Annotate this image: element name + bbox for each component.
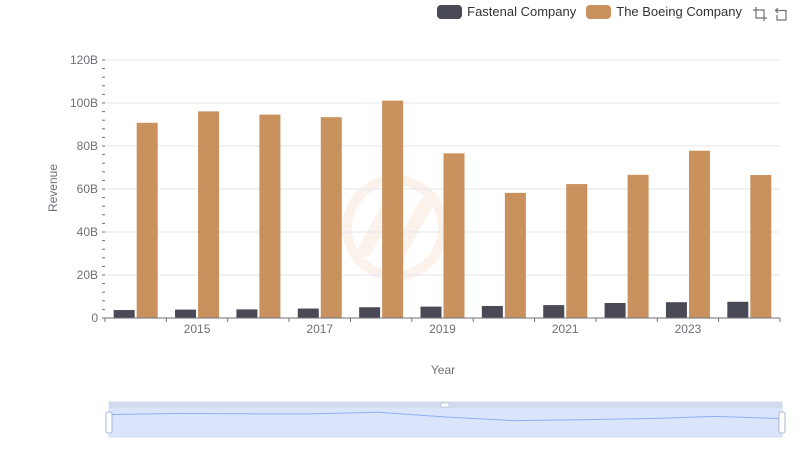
- data-zoom-right-handle[interactable]: [778, 411, 786, 434]
- bar: [543, 305, 565, 318]
- bar: [504, 192, 526, 318]
- legend-label-boeing: The Boeing Company: [616, 4, 742, 19]
- bar: [420, 306, 442, 318]
- x-axis-label: Year: [431, 363, 455, 377]
- x-axis: 2015 2017 2019 2021 2023: [104, 317, 781, 336]
- bar: [198, 111, 220, 318]
- y-tick-label: 0: [91, 311, 98, 325]
- y-tick-label: 40B: [77, 225, 98, 239]
- data-zoom-drag-grip[interactable]: [440, 402, 450, 408]
- bar: [320, 117, 342, 318]
- bar: [113, 310, 135, 318]
- legend-swatch-fastenal: [437, 4, 463, 19]
- legend-swatch-boeing: [586, 4, 612, 19]
- restore-icon[interactable]: [774, 6, 790, 22]
- bar: [297, 308, 319, 318]
- chart-toolbox: [752, 6, 790, 22]
- y-tick-label: 80B: [77, 139, 98, 153]
- x-tick-label: 2019: [429, 322, 456, 336]
- bar: [481, 305, 503, 318]
- data-zoom-preview-line: [108, 411, 783, 422]
- bar: [688, 150, 710, 318]
- y-tick-label: 20B: [77, 268, 98, 282]
- y-tick-label: 60B: [77, 182, 98, 196]
- bar: [443, 153, 465, 318]
- y-tick-label: 100B: [70, 96, 98, 110]
- data-zoom-left-handle[interactable]: [105, 411, 113, 434]
- bar: [359, 307, 381, 318]
- bar: [259, 114, 281, 318]
- bar: [750, 175, 772, 318]
- legend-item-boeing[interactable]: The Boeing Company: [586, 4, 742, 19]
- zoom-icon[interactable]: [752, 6, 768, 22]
- bar: [566, 184, 588, 318]
- legend-item-fastenal[interactable]: Fastenal Company: [437, 4, 576, 19]
- bar: [627, 174, 649, 318]
- x-tick-label: 2023: [675, 322, 702, 336]
- x-tick-label: 2015: [184, 322, 211, 336]
- bar: [175, 309, 197, 318]
- bars-group: [113, 100, 772, 318]
- y-axis-label: Revenue: [46, 164, 60, 212]
- x-tick-label: 2017: [306, 322, 333, 336]
- y-axis-ticks: 0 20B 40B 60B 80B 100B 120B: [70, 53, 105, 325]
- data-zoom-selected-range[interactable]: [109, 408, 782, 437]
- y-tick-label: 120B: [70, 53, 98, 67]
- bar: [665, 302, 687, 318]
- chart-legend: Fastenal Company The Boeing Company: [437, 4, 742, 19]
- legend-label-fastenal: Fastenal Company: [467, 4, 577, 19]
- bar: [382, 100, 404, 318]
- x-tick-label: 2021: [552, 322, 579, 336]
- bar: [727, 301, 749, 318]
- bar: [604, 302, 626, 318]
- data-zoom-slider[interactable]: [105, 401, 786, 438]
- bar: [136, 122, 158, 318]
- bar: [236, 309, 258, 318]
